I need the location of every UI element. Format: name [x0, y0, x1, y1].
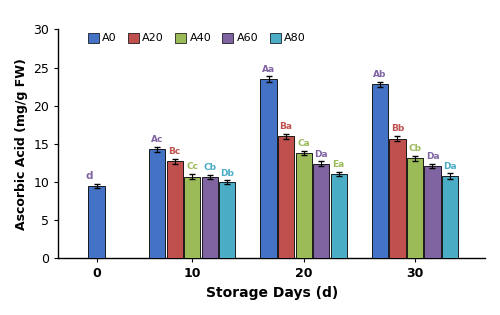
Text: Ab: Ab — [374, 70, 386, 79]
Text: Cb: Cb — [203, 163, 216, 172]
Bar — [202, 177, 218, 258]
Bar — [407, 158, 423, 258]
Text: Ac: Ac — [151, 135, 164, 144]
Legend: A0, A20, A40, A60, A80: A0, A20, A40, A60, A80 — [86, 31, 308, 46]
Bar — [278, 136, 294, 258]
Text: Cb: Cb — [408, 144, 422, 153]
Bar — [219, 182, 235, 258]
Text: d: d — [85, 170, 92, 180]
Bar — [372, 84, 388, 258]
Bar — [149, 149, 165, 258]
Text: Da: Da — [314, 150, 328, 159]
Bar — [390, 139, 406, 258]
Bar — [88, 186, 106, 258]
Text: Da: Da — [443, 162, 457, 171]
Text: Ca: Ca — [297, 139, 310, 148]
Text: Cc: Cc — [186, 163, 198, 171]
Bar — [166, 162, 182, 258]
Text: Bb: Bb — [391, 124, 404, 133]
Text: Aa: Aa — [262, 65, 275, 74]
Text: Bc: Bc — [168, 147, 181, 156]
Bar — [313, 164, 329, 258]
Text: Db: Db — [220, 169, 234, 178]
Text: Ba: Ba — [280, 122, 292, 131]
Text: Ea: Ea — [332, 160, 344, 169]
Bar — [442, 176, 458, 258]
Bar — [330, 174, 346, 258]
Bar — [260, 79, 276, 258]
Y-axis label: Ascorbic Acid (mg/g FW): Ascorbic Acid (mg/g FW) — [15, 58, 28, 230]
Bar — [424, 166, 440, 258]
Text: Da: Da — [426, 152, 440, 161]
X-axis label: Storage Days (d): Storage Days (d) — [206, 286, 338, 300]
Bar — [296, 153, 312, 258]
Bar — [184, 177, 200, 258]
